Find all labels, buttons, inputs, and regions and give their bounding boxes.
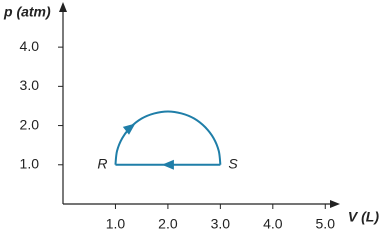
y-tick-label: 2.0 [20, 116, 40, 132]
process-path [114, 110, 222, 165]
point-label: S [228, 155, 238, 171]
x-axis-label: V (L) [348, 209, 379, 225]
y-tick-label: 1.0 [20, 155, 40, 171]
x-tick-label: 1.0 [106, 216, 126, 232]
x-tick-label: 5.0 [316, 216, 336, 232]
point-label: R [97, 155, 107, 171]
x-axis-arrow [330, 200, 340, 208]
y-tick-label: 4.0 [20, 38, 40, 54]
x-tick-label: 3.0 [211, 216, 231, 232]
direction-arrow [161, 159, 174, 170]
x-tick-label: 2.0 [158, 216, 178, 232]
direction-arrow [122, 123, 136, 135]
y-axis-arrow [59, 2, 67, 12]
y-axis-label: p (atm) [3, 4, 51, 20]
x-tick-label: 4.0 [263, 216, 283, 232]
y-tick-label: 3.0 [20, 77, 40, 93]
